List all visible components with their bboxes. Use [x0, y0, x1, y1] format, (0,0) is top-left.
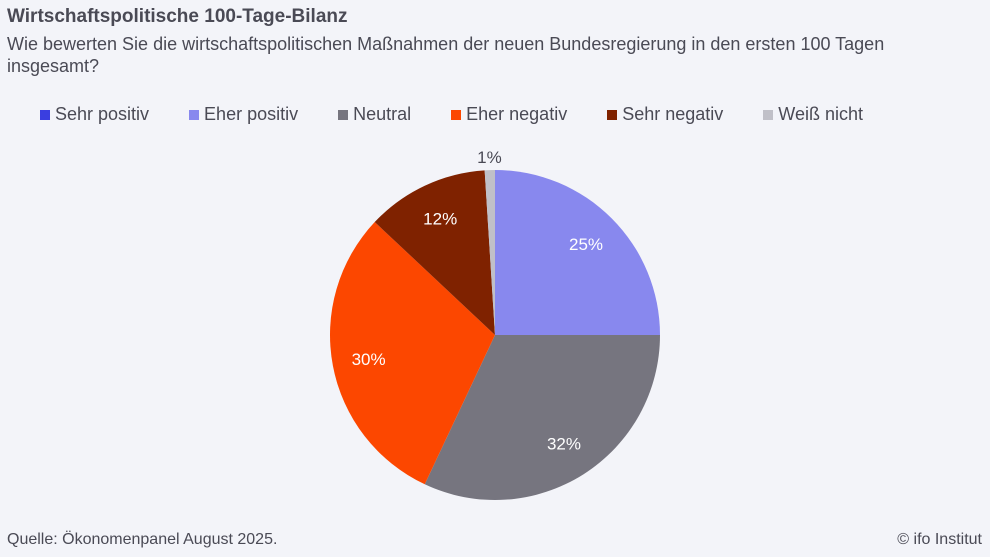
data-label: 25% [569, 235, 603, 254]
chart-subtitle: Wie bewerten Sie die wirtschaftspolitisc… [7, 34, 885, 76]
legend-label: Sehr negativ [622, 104, 724, 124]
legend-label: Eher positiv [204, 104, 299, 124]
legend-item: Neutral [338, 104, 411, 125]
legend-label: Neutral [353, 104, 412, 124]
copyright: © ifo Institut [897, 531, 982, 548]
legend-item: Sehr positiv [40, 104, 149, 125]
legend-label: Eher negativ [466, 104, 568, 124]
pie-slice-eher-negativ [329, 222, 495, 485]
chart-title: Wirtschaftspolitische 100-Tage-Bilanz [7, 6, 348, 27]
pie-slice-neutral [424, 335, 660, 500]
legend-item: Weiß nicht [763, 104, 863, 125]
legend-swatch [189, 109, 200, 120]
legend-label: Weiß nicht [778, 104, 863, 124]
legend-item: Eher negativ [451, 104, 567, 125]
data-label: 12% [423, 210, 457, 229]
legend-swatch [451, 109, 462, 120]
data-label: 30% [352, 350, 386, 369]
source-note: Quelle: Ökonomenpanel August 2025. [7, 531, 278, 548]
legend-item: Sehr negativ [607, 104, 723, 125]
legend: Sehr positiv Eher positiv Neutral Eher nega… [40, 104, 903, 125]
legend-item: Eher positiv [189, 104, 298, 125]
legend-swatch [763, 109, 774, 120]
data-label: 32% [547, 435, 581, 454]
pie-slice-wei-nicht [484, 170, 495, 335]
legend-swatch [40, 109, 50, 120]
legend-label: Sehr positiv [55, 104, 150, 124]
pie-slice-sehr-negativ [374, 170, 495, 335]
legend-swatch [607, 109, 618, 120]
pie-slice-eher-positiv [495, 170, 660, 335]
data-label: 1% [477, 148, 502, 167]
legend-swatch [338, 109, 349, 120]
